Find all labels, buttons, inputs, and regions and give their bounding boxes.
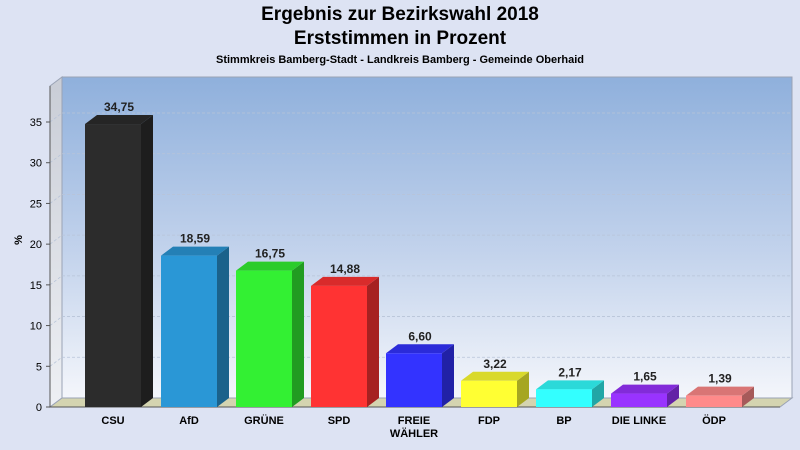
gridline	[49, 153, 792, 164]
bar-side	[217, 246, 229, 407]
bar-front	[611, 393, 667, 407]
x-tick-label: AfD	[179, 415, 199, 427]
gridline	[49, 275, 792, 286]
bar-top	[386, 344, 454, 354]
bar-top	[311, 276, 379, 286]
x-tick-label: CSU	[101, 415, 124, 427]
x-tick-label: FDP	[478, 415, 500, 427]
chart-subtitle: Stimmkreis Bamberg-Stadt - Landkreis Bam…	[216, 54, 584, 66]
plot-left-wall	[49, 76, 63, 408]
bar-side	[517, 371, 529, 407]
bar-top	[236, 261, 304, 271]
bar-top	[461, 371, 529, 381]
y-tick-label: 15	[30, 280, 42, 292]
bar-side	[292, 261, 304, 407]
bar-front	[461, 380, 517, 407]
y-tick-label: 5	[36, 361, 42, 373]
bar	[161, 246, 229, 407]
bar-top	[85, 115, 153, 125]
gridline	[49, 112, 792, 123]
data-label: 18,59	[180, 232, 210, 246]
data-label: 6,60	[408, 329, 432, 343]
bar	[311, 276, 379, 407]
bar	[386, 344, 454, 407]
gridline	[49, 356, 792, 367]
bar-top	[686, 386, 754, 396]
y-tick-label: 25	[30, 198, 42, 210]
data-label: 14,88	[330, 262, 360, 276]
bar-front	[311, 285, 367, 407]
bar-side	[141, 115, 153, 408]
chart-title: Ergebnis zur Bezirkswahl 2018	[261, 4, 539, 25]
data-label: 16,75	[255, 247, 285, 261]
bar-front	[386, 353, 442, 407]
gridline	[49, 194, 792, 204]
bar-top	[611, 384, 679, 394]
gridline	[49, 316, 792, 326]
x-tick-label: WÄHLER	[390, 427, 438, 440]
y-tick-label: 35	[30, 117, 42, 129]
y-axis-label: %	[13, 235, 25, 245]
gridline	[49, 234, 792, 245]
bar-front	[536, 389, 592, 407]
bar	[686, 386, 754, 407]
data-label: 3,22	[483, 357, 507, 371]
bar	[611, 384, 679, 407]
data-label: 1,65	[633, 370, 657, 384]
x-tick-label: BP	[556, 415, 571, 427]
y-tick-label: 10	[30, 321, 42, 333]
y-tick-label: 30	[30, 158, 42, 170]
x-tick-label: GRÜNE	[244, 414, 284, 427]
bar-side	[367, 276, 379, 407]
x-tick-label: DIE LINKE	[612, 415, 666, 427]
bar-side	[442, 344, 454, 407]
x-tick-label: SPD	[328, 415, 351, 427]
bar-front	[85, 124, 141, 408]
bar-front	[236, 270, 292, 407]
data-label: 2,17	[558, 365, 582, 379]
bar-side	[742, 386, 754, 407]
bar-side	[592, 380, 604, 407]
bar	[85, 115, 153, 408]
bar	[236, 261, 304, 407]
bar	[461, 371, 529, 407]
bar	[536, 380, 604, 407]
x-tick-label: FREIE	[398, 415, 430, 427]
y-tick-label: 20	[30, 239, 42, 251]
data-label: 1,39	[708, 372, 732, 386]
bar-side	[667, 384, 679, 407]
bar-front	[161, 255, 217, 407]
bar-front	[686, 395, 742, 407]
x-tick-label: ÖDP	[702, 414, 726, 427]
data-label: 34,75	[104, 100, 134, 114]
bar-top	[536, 380, 604, 390]
bar-top	[161, 246, 229, 256]
y-tick-label: 0	[36, 402, 42, 414]
chart-title-line2: Erststimmen in Prozent	[293, 28, 507, 49]
